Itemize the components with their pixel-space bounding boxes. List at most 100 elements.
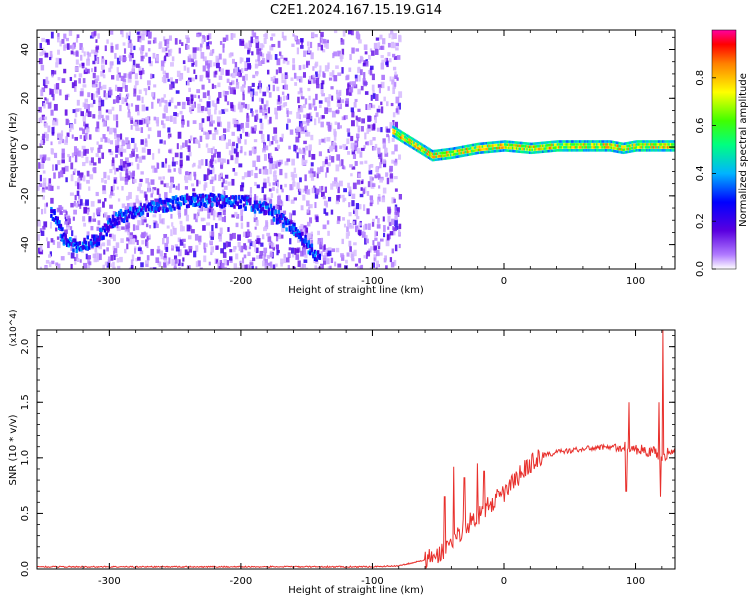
heatmap-noise-cell: [389, 165, 393, 172]
heatmap-noise-cell: [346, 252, 350, 257]
heatmap-ridge-cell: [644, 140, 647, 143]
heatmap-noise-cell: [285, 95, 288, 100]
heatmap-ridge-cell: [477, 148, 480, 152]
heatmap-noise-cell: [187, 56, 192, 63]
heatmap-noise-cell: [129, 153, 133, 158]
heatmap-arc-cell: [165, 208, 168, 213]
heatmap-noise-cell: [171, 244, 174, 249]
heatmap-noise-cell: [125, 165, 129, 171]
heatmap-noise-cell: [394, 74, 398, 79]
heatmap-noise-cell: [124, 177, 128, 185]
heatmap-noise-cell: [284, 183, 287, 188]
heatmap-noise-cell: [398, 91, 403, 98]
heatmap-noise-cell: [170, 177, 175, 182]
heatmap-noise-cell: [341, 116, 346, 121]
heatmap-noise-cell: [337, 263, 342, 268]
heatmap-noise-cell: [56, 185, 60, 190]
heatmap-noise-cell: [262, 260, 266, 267]
heatmap-noise-cell: [346, 138, 350, 145]
heatmap-noise-cell: [390, 261, 395, 268]
heatmap-noise-cell: [231, 143, 235, 150]
heatmap-ridge-cell: [535, 150, 538, 154]
heatmap-arc-cell: [271, 209, 274, 214]
heatmap-noise-cell: [156, 163, 160, 169]
heatmap-noise-cell: [284, 78, 287, 86]
heatmap-noise-cell: [291, 43, 295, 47]
heatmap-arc-cell: [181, 197, 184, 202]
heatmap-ridge-cell: [559, 140, 562, 143]
heatmap-noise-cell: [227, 121, 231, 129]
heatmap-noise-cell: [205, 132, 209, 137]
heatmap-arc-cell: [99, 235, 102, 240]
heatmap-noise-cell: [368, 54, 371, 60]
heatmap-noise-cell: [171, 259, 176, 266]
heatmap-ridge-cell: [598, 140, 601, 143]
heatmap-noise-cell: [351, 200, 355, 207]
y-tick-label: 40: [20, 43, 31, 56]
heatmap-arc-cell: [190, 201, 194, 206]
heatmap-arc-cell: [91, 234, 94, 239]
heatmap-noise-cell: [380, 101, 383, 106]
heatmap-noise-cell: [186, 265, 191, 269]
heatmap-arc-cell: [208, 194, 211, 199]
heatmap-ridge-cell: [485, 144, 488, 148]
heatmap-ridge-cell: [505, 143, 508, 146]
heatmap-noise-cell: [135, 154, 139, 159]
heatmap-ridge-cell: [535, 148, 538, 151]
heatmap-noise-cell: [112, 99, 116, 104]
heatmap-noise-cell: [214, 105, 218, 110]
heatmap-ridge-cell: [392, 128, 395, 132]
heatmap-ridge-cell: [478, 148, 481, 152]
heatmap-arc-cell: [159, 206, 162, 211]
heatmap-ridge-cell: [397, 134, 400, 138]
heatmap-noise-cell: [116, 57, 121, 65]
heatmap-noise-cell: [319, 65, 322, 73]
heatmap-ridge-cell: [580, 149, 583, 152]
heatmap-ridge-cell: [598, 146, 601, 149]
heatmap-noise-cell: [231, 58, 235, 64]
heatmap-ridge-cell: [628, 147, 631, 150]
heatmap-ridge-cell: [580, 143, 583, 146]
heatmap-noise-cell: [280, 234, 284, 239]
heatmap-noise-cell: [301, 127, 304, 132]
heatmap-noise-cell: [91, 68, 94, 73]
heatmap-ridge-cell: [468, 144, 471, 147]
heatmap-ridge-cell: [592, 149, 595, 152]
heatmap-ridge-cell: [653, 140, 656, 143]
heatmap-noise-cell: [173, 227, 177, 235]
heatmap-noise-cell: [309, 168, 314, 174]
heatmap-noise-cell: [168, 35, 172, 41]
heatmap-noise-cell: [349, 164, 353, 168]
heatmap-noise-cell: [182, 142, 185, 148]
heatmap-ridge-cell: [484, 144, 487, 148]
heatmap-noise-cell: [349, 54, 352, 61]
heatmap-noise-cell: [188, 139, 191, 144]
heatmap-noise-cell: [286, 123, 289, 130]
heatmap-ridge-cell: [661, 149, 664, 152]
heatmap-noise-cell: [208, 261, 211, 266]
heatmap-ridge-cell: [426, 152, 429, 156]
heatmap-noise-cell: [340, 39, 345, 45]
heatmap-noise-cell: [277, 233, 282, 240]
heatmap-noise-cell: [287, 265, 290, 269]
heatmap-noise-cell: [147, 86, 151, 91]
heatmap-ridge-cell: [521, 144, 524, 148]
heatmap-noise-cell: [201, 84, 205, 90]
heatmap-noise-cell: [282, 210, 287, 215]
heatmap-noise-cell: [181, 101, 186, 106]
heatmap-noise-cell: [309, 173, 314, 178]
heatmap-ridge-cell: [490, 147, 493, 150]
heatmap-noise-cell: [304, 98, 308, 105]
heatmap-noise-cell: [177, 183, 180, 191]
heatmap-noise-cell: [184, 186, 188, 190]
heatmap-noise-cell: [150, 267, 154, 269]
heatmap-noise-cell: [163, 163, 167, 168]
heatmap-noise-cell: [372, 218, 375, 222]
heatmap-noise-cell: [357, 59, 362, 64]
heatmap-noise-cell: [138, 66, 142, 73]
heatmap-noise-cell: [222, 210, 226, 216]
heatmap-noise-cell: [211, 186, 215, 192]
heatmap-noise-cell: [198, 122, 203, 130]
heatmap-noise-cell: [330, 257, 334, 264]
heatmap-ridge-cell: [559, 146, 562, 149]
